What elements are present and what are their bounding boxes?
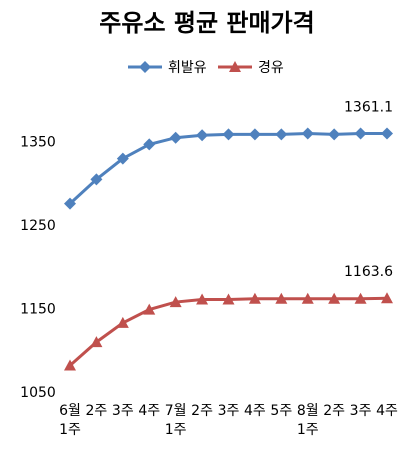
point [275,292,288,304]
point [328,128,341,141]
point [354,127,367,140]
x-tick-label: 4주 [376,403,398,419]
point [64,359,76,371]
x-tick-label: 5주 [270,403,292,419]
x-tick-label: 8월 1주 [297,403,319,438]
point [196,293,209,305]
point [116,152,129,165]
x-tick-label: 2주 [191,403,213,419]
point [222,128,235,141]
point [196,129,209,142]
point [169,296,182,308]
point [328,292,341,304]
legend-label: 휘발유 [168,60,207,76]
point [169,131,182,144]
y-tick-label: 1150 [20,302,56,318]
x-tick-label: 4주 [244,403,266,419]
legend-marker [229,61,241,72]
point [143,138,156,151]
point [116,316,129,328]
data-label: 1361.1 [344,99,393,115]
legend-marker [139,61,151,73]
point [143,303,156,315]
x-tick-label: 3주 [350,403,372,419]
point [354,292,367,304]
point [248,292,261,304]
line [68,131,388,205]
point [275,128,288,141]
x-tick-label: 7월 1주 [165,403,187,438]
point [381,127,393,140]
point [248,128,261,141]
point [381,292,393,304]
y-tick-label: 1050 [20,385,56,401]
x-tick-label: 3주 [218,403,240,419]
point [222,293,235,305]
chart-title: 주유소 평균 판매가격 [99,9,314,37]
y-tick-label: 1350 [20,135,56,151]
point [301,292,314,304]
x-tick-label: 4주 [138,403,160,419]
x-tick-label: 3주 [112,403,134,419]
point [64,197,76,210]
x-tick-label: 6월 1주 [59,403,81,438]
x-tick-label: 2주 [86,403,108,419]
legend-label: 경유 [258,60,284,76]
line [69,296,388,367]
point [90,336,103,348]
data-label: 1163.6 [344,264,393,280]
point [90,173,103,186]
x-tick-label: 2주 [323,403,345,419]
point [301,127,314,140]
y-tick-label: 1250 [20,218,56,234]
